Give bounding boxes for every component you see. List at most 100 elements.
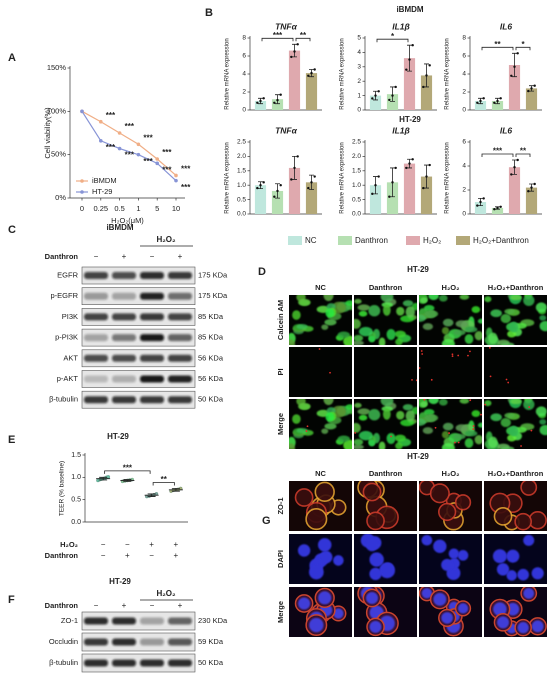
- micrograph: [419, 534, 482, 584]
- cell: [314, 481, 335, 503]
- blot-band: [112, 354, 136, 362]
- cell: [357, 408, 371, 415]
- blot-band: [112, 617, 136, 625]
- blot-band: [112, 272, 136, 279]
- data-point: [428, 64, 431, 67]
- cell: [520, 481, 538, 496]
- data-point: [273, 195, 276, 198]
- micrograph: [289, 534, 352, 584]
- size-label: 85 KDa: [198, 312, 224, 321]
- blot-band: [140, 638, 164, 646]
- cell: [509, 321, 519, 333]
- bar: [403, 58, 416, 110]
- y-axis-label: Cell viability(%): [43, 107, 52, 159]
- legend-marker: [80, 190, 84, 194]
- dead-cell: [420, 350, 423, 352]
- panel-label: D: [258, 266, 266, 278]
- cell: [539, 315, 547, 321]
- bar: [420, 75, 433, 110]
- bar: [288, 50, 301, 110]
- blot-band: [140, 396, 164, 404]
- y-axis-label: Relative mRNA expression: [340, 142, 346, 213]
- condition-sign: +: [149, 540, 154, 549]
- bar: [305, 73, 318, 110]
- dead-cell: [454, 441, 456, 444]
- cell: [428, 295, 439, 301]
- micrograph: [484, 347, 547, 397]
- data-point: [371, 97, 374, 100]
- data-point: [371, 192, 374, 196]
- cell: [402, 404, 414, 411]
- chart-title: TNFα: [275, 21, 298, 31]
- data-point: [527, 89, 530, 93]
- data-point: [256, 186, 259, 190]
- size-label: 50 KDa: [198, 395, 224, 404]
- chart-title: TNFα: [275, 125, 298, 135]
- y-tick-label: 2: [462, 187, 466, 194]
- y-tick-label: 2.5: [352, 139, 361, 146]
- point: [136, 142, 141, 147]
- dead-cell: [472, 425, 475, 427]
- cell: [441, 338, 455, 345]
- data-point: [276, 189, 279, 193]
- cell: [298, 402, 311, 410]
- data-point: [310, 71, 313, 75]
- dead-cell: [480, 413, 482, 416]
- blot-title: HT-29: [109, 577, 131, 586]
- cell: [428, 399, 439, 405]
- treatment-label: H₂O₂: [156, 589, 176, 598]
- micrograph-bg: [484, 347, 547, 397]
- nucleus: [517, 568, 529, 581]
- data-point: [530, 186, 533, 189]
- nucleus: [369, 620, 382, 633]
- y-tick-label: 0.0: [71, 519, 81, 526]
- condition-label: Danthron: [45, 252, 79, 261]
- dead-cell: [489, 375, 492, 378]
- row-title: iBMDM: [396, 5, 423, 14]
- dead-cell: [419, 367, 421, 369]
- row-title: HT-29: [399, 115, 421, 124]
- nucleus: [317, 538, 332, 552]
- legend-label: H₂O₂: [423, 236, 441, 245]
- panel-label: C: [8, 224, 16, 236]
- point: [99, 139, 103, 143]
- data-point: [313, 175, 316, 178]
- y-tick-label: 4: [357, 49, 361, 56]
- blot-band: [168, 638, 192, 646]
- cell: [354, 422, 361, 433]
- condition-sign: +: [174, 551, 179, 560]
- blot-band: [112, 292, 136, 300]
- dead-cell: [488, 347, 491, 349]
- panel-label: A: [8, 52, 16, 64]
- cell: [380, 399, 394, 407]
- data-point: [296, 155, 299, 158]
- nucleus: [457, 550, 469, 561]
- data-point: [530, 87, 533, 90]
- data-point: [276, 98, 279, 102]
- blot-band: [140, 313, 164, 321]
- cell: [424, 310, 439, 318]
- data-point: [422, 186, 425, 190]
- nucleus: [333, 555, 344, 566]
- data-point: [405, 68, 408, 71]
- panel-label: F: [8, 594, 15, 606]
- micrograph: [484, 481, 547, 531]
- error-bar: [390, 86, 395, 102]
- data-point: [425, 175, 428, 178]
- legend-swatch: [456, 236, 470, 245]
- annotation: ***: [125, 151, 135, 160]
- blot-band: [112, 396, 136, 404]
- nucleus: [421, 534, 433, 546]
- blot-band: [168, 617, 192, 625]
- cell: [419, 418, 426, 426]
- blot-band: [140, 617, 164, 625]
- row-label: ZO-1: [276, 497, 285, 514]
- annotation: ***: [162, 148, 172, 157]
- significance-label: **: [161, 475, 168, 484]
- cell: [500, 417, 511, 428]
- cell: [324, 423, 337, 430]
- cell: [464, 326, 478, 333]
- y-tick-label: 1.5: [71, 452, 81, 459]
- cell: [366, 511, 385, 531]
